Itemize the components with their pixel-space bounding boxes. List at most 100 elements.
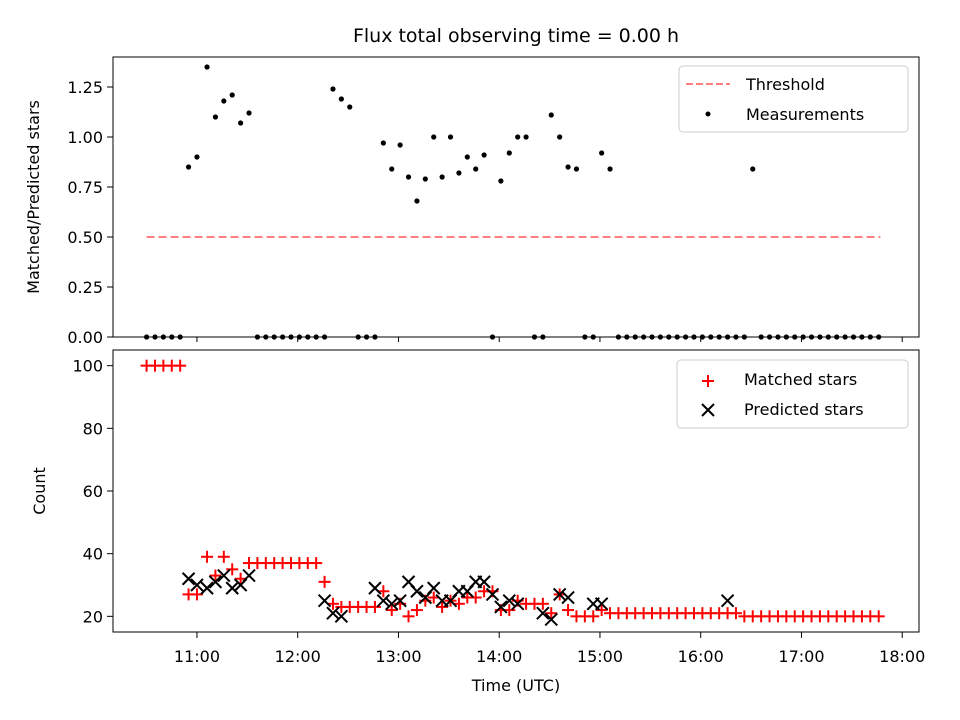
- measurement-point: [498, 178, 504, 184]
- measurement-point: [338, 96, 344, 102]
- measurement-point: [447, 134, 454, 140]
- bottom-x-tick-label: 11:00: [174, 647, 220, 666]
- matched-star-point: [217, 550, 230, 563]
- measurement-point: [565, 164, 571, 170]
- bottom-y-tick-label: 20: [83, 607, 103, 626]
- measurement-point: [557, 134, 563, 140]
- matched-star-point: [318, 575, 331, 588]
- predicted-stars-series: [181, 568, 735, 627]
- predicted-star-point: [502, 593, 516, 608]
- predicted-star-point: [393, 593, 407, 608]
- matched-star-point: [368, 600, 381, 613]
- measurement-point: [185, 164, 192, 170]
- predicted-star-point: [326, 606, 340, 620]
- matched-stars-series: [140, 359, 885, 623]
- top-y-tick-label: 0.75: [67, 178, 103, 197]
- measurement-point: [548, 112, 554, 118]
- bottom-x-tick-label: 15:00: [577, 647, 623, 666]
- predicted-star-point: [368, 581, 382, 595]
- matched-star-point: [174, 359, 187, 372]
- bottom-x-tick-label: 12:00: [275, 647, 321, 666]
- predicted-star-point: [242, 568, 256, 583]
- measurement-point: [330, 86, 336, 92]
- matched-star-point: [385, 604, 398, 617]
- top-y-ticks: 0.00 0.25 0.50 0.75 1.00 1.25: [67, 78, 113, 347]
- matched-star-point: [201, 550, 214, 563]
- matched-star-point: [226, 563, 239, 576]
- matched-star-point: [587, 610, 600, 623]
- measurement-point: [405, 174, 412, 180]
- measurement-point: [238, 120, 244, 126]
- matched-star-point: [536, 597, 549, 610]
- top-y-tick-label: 0.50: [67, 228, 103, 247]
- bottom-x-tick-label: 17:00: [778, 647, 824, 666]
- measurement-point: [607, 166, 613, 172]
- top-y-tick-label: 0.25: [67, 278, 103, 297]
- measurement-point: [473, 166, 479, 172]
- measurement-point: [380, 140, 386, 146]
- legend-threshold-label: Threshold: [745, 75, 825, 94]
- bottom-panel: 20 40 60 80 100 11:00 12:00 13:00 14:00 15:00 16:…: [30, 349, 925, 695]
- predicted-star-point: [376, 593, 391, 608]
- matched-star-point: [469, 591, 482, 604]
- legend-measurements-swatch: [705, 111, 711, 117]
- predicted-star-point: [190, 578, 204, 592]
- measurement-point: [204, 64, 210, 70]
- matched-star-point: [562, 604, 575, 617]
- top-plot-frame: [112, 56, 920, 338]
- bottom-legend-box: [676, 359, 909, 429]
- predicted-star-point: [225, 581, 239, 595]
- measurement-point: [389, 166, 395, 172]
- measurement-point: [422, 176, 428, 182]
- measurement-point: [599, 150, 605, 156]
- bottom-y-tick-label: 40: [83, 545, 103, 564]
- chart-title: Flux total observing time = 0.00 h: [353, 25, 679, 47]
- measurement-point: [523, 134, 529, 140]
- top-y-tick-label: 1.00: [67, 128, 103, 147]
- predicted-star-point: [561, 590, 575, 605]
- bottom-x-tick-label: 13:00: [375, 647, 421, 666]
- matched-star-point: [402, 610, 415, 623]
- measurement-point: [397, 142, 403, 148]
- top-y-tick-label: 0.00: [67, 328, 103, 347]
- legend-measurements-label: Measurements: [746, 105, 864, 124]
- bottom-plot-frame: [112, 349, 920, 633]
- predicted-star-point: [181, 572, 196, 586]
- top-legend: Threshold Measurements: [678, 65, 909, 133]
- predicted-star-point: [217, 568, 231, 583]
- bottom-x-ticks: 11:00 12:00 13:00 14:00 15:00 16:00 17:00 18:00: [174, 632, 925, 666]
- measurement-point: [194, 154, 200, 160]
- measurement-point: [515, 134, 521, 140]
- predicted-star-point: [427, 581, 441, 595]
- top-legend-box: [678, 65, 909, 133]
- matched-star-point: [310, 557, 323, 570]
- bottom-y-tick-label: 80: [83, 419, 103, 438]
- x-axis-label: Time (UTC): [471, 676, 560, 695]
- predicted-star-point: [477, 575, 491, 589]
- matched-star-point: [190, 588, 203, 601]
- measurement-point: [506, 150, 512, 156]
- matched-star-point: [436, 600, 449, 613]
- matched-star-point: [410, 604, 423, 617]
- bottom-y-tick-label: 100: [72, 357, 103, 376]
- measurement-point: [456, 170, 462, 176]
- measurement-point: [750, 166, 756, 172]
- matched-star-point: [545, 607, 558, 620]
- measurement-point: [229, 92, 235, 98]
- predicted-star-point: [552, 587, 567, 602]
- bottom-y-ticks: 20 40 60 80 100: [72, 357, 113, 626]
- matched-star-point: [595, 604, 608, 617]
- legend-matched-swatch: [702, 375, 714, 387]
- predicted-star-point: [334, 609, 349, 624]
- legend-matched-label: Matched stars: [744, 370, 857, 389]
- predicted-star-point: [510, 597, 525, 611]
- matched-star-point: [872, 610, 885, 623]
- predicted-star-point: [200, 581, 214, 595]
- predicted-star-point: [536, 606, 550, 620]
- measurement-point: [439, 174, 445, 180]
- predicted-star-point: [385, 597, 399, 611]
- measurement-point: [573, 166, 580, 172]
- measurement-point: [414, 198, 420, 204]
- bottom-x-tick-label: 18:00: [879, 647, 925, 666]
